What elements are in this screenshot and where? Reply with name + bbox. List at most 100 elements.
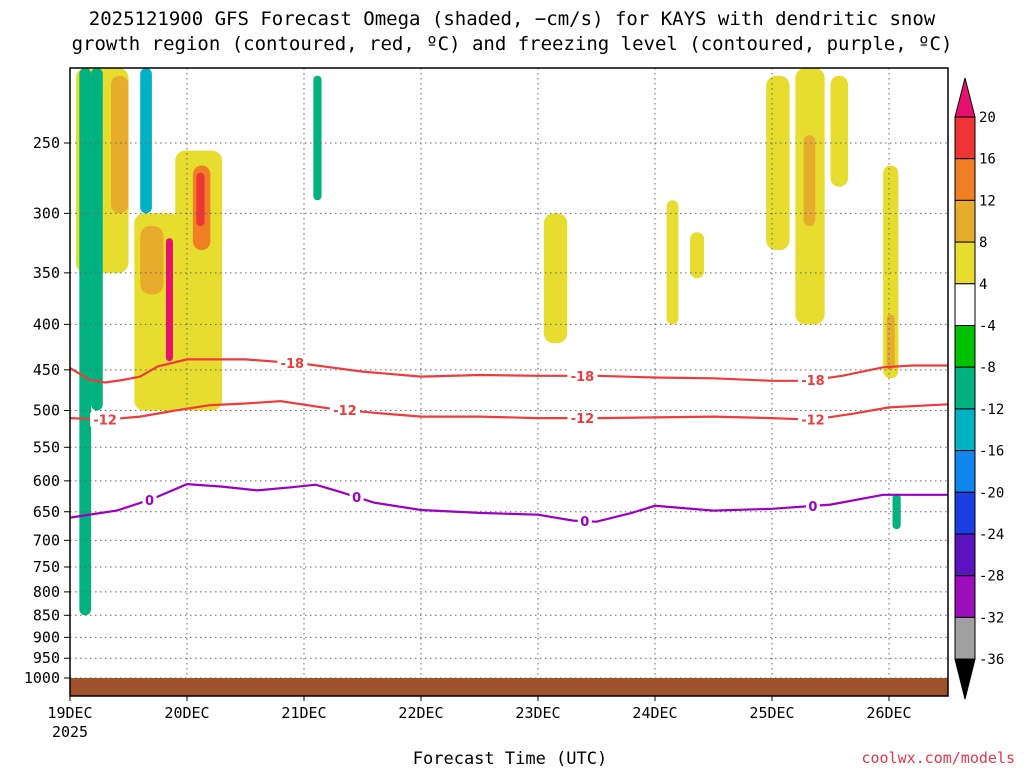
contour-label: 0 bbox=[808, 500, 817, 515]
colorbar-swatch bbox=[954, 491, 976, 535]
colorbar-swatch bbox=[954, 366, 976, 410]
shaded-regions bbox=[75, 68, 901, 616]
colorbar-label: 4 bbox=[979, 277, 987, 293]
colorbar-label: -28 bbox=[979, 569, 1004, 585]
contour-label: -12 bbox=[801, 414, 825, 429]
contour-label-bg bbox=[797, 372, 828, 387]
colorbar-swatch bbox=[954, 241, 976, 285]
contour-labels: -18 -18 -18 -12 -12 -12 -12 0 0 0 0 bbox=[90, 355, 828, 530]
omega-shade bbox=[803, 135, 816, 227]
x-tick-label: 23DEC bbox=[515, 704, 560, 722]
contour-label: 0 bbox=[145, 494, 154, 509]
x-tick-sublabel: 2025 bbox=[52, 723, 88, 741]
contour-label-bg bbox=[805, 498, 820, 513]
y-tick-label: 900 bbox=[33, 628, 60, 646]
omega-shade bbox=[830, 75, 849, 187]
contour-label: 0 bbox=[352, 491, 361, 506]
contour-label: -12 bbox=[571, 412, 595, 427]
colorbar-label: -32 bbox=[979, 610, 1004, 626]
y-tick-label: 500 bbox=[33, 402, 60, 420]
omega-shade bbox=[91, 68, 103, 411]
colorbar-label: -36 bbox=[979, 652, 1004, 668]
omega-shade bbox=[196, 172, 205, 227]
colorbar-label: -16 bbox=[979, 444, 1004, 460]
contour-label: -12 bbox=[333, 404, 357, 419]
colorbar-label: -4 bbox=[979, 319, 996, 335]
y-tick-label: 650 bbox=[33, 503, 60, 521]
colorbar-label: -24 bbox=[979, 527, 1004, 543]
omega-shade bbox=[110, 75, 129, 214]
grid bbox=[70, 68, 948, 696]
contour-label: -18 bbox=[801, 374, 825, 389]
colorbar-swatch bbox=[954, 408, 976, 452]
omega-shade bbox=[886, 314, 895, 370]
omega-shade bbox=[165, 238, 173, 362]
colorbar-label: 20 bbox=[979, 110, 996, 126]
x-tick-label: 22DEC bbox=[398, 704, 443, 722]
omega-shade bbox=[543, 213, 568, 344]
colorbar-label: -20 bbox=[979, 485, 1004, 501]
contour-label: 0 bbox=[580, 515, 589, 530]
colorbar-label: -8 bbox=[979, 360, 996, 376]
colorbar-swatch bbox=[954, 158, 976, 201]
y-tick-label: 350 bbox=[33, 264, 60, 282]
colorbar-swatch bbox=[954, 199, 976, 243]
contour-label-bg bbox=[142, 492, 157, 507]
y-tick-label: 1000 bbox=[24, 669, 60, 687]
terrain-ground bbox=[70, 678, 948, 696]
colorbar: 20 16 12 8 4 -4 -8 -12 -16 -20 -24 -28 -32 -36 bbox=[954, 77, 1004, 700]
contour-label: -18 bbox=[571, 370, 595, 385]
y-tick-label: 250 bbox=[33, 134, 60, 152]
omega-shade bbox=[666, 200, 679, 325]
colorbar-swatch bbox=[954, 325, 976, 368]
omega-shade bbox=[140, 226, 164, 295]
colorbar-swatch bbox=[954, 283, 976, 326]
contour-label-bg bbox=[567, 411, 598, 426]
colorbar-label: 12 bbox=[979, 193, 996, 209]
colorbar-swatch bbox=[954, 450, 976, 493]
colorbar-swatch bbox=[954, 116, 976, 160]
y-axis: 250 300 350 400 450 500 550 600 650 700 750 800 850 9… bbox=[24, 134, 70, 687]
contour-label-bg bbox=[329, 402, 360, 417]
y-tick-label: 800 bbox=[33, 583, 60, 601]
colorbar-swatch bbox=[954, 616, 976, 660]
credit-link[interactable]: coolwx.com/models bbox=[861, 749, 1015, 767]
plot-frame bbox=[69, 67, 949, 697]
omega-shade bbox=[79, 68, 92, 616]
contour-label-bg bbox=[577, 514, 592, 529]
colorbar-swatch bbox=[954, 533, 976, 577]
colorbar-label: 8 bbox=[979, 235, 987, 251]
colorbar-label: 16 bbox=[979, 152, 996, 168]
contour-label-bg bbox=[277, 355, 308, 370]
colorbar-top-arrow bbox=[954, 77, 976, 118]
y-tick-label: 550 bbox=[33, 438, 60, 456]
y-tick-label: 600 bbox=[33, 472, 60, 490]
y-tick-label: 300 bbox=[33, 204, 60, 222]
contour-line bbox=[69, 482, 948, 523]
y-tick-label: 400 bbox=[33, 315, 60, 333]
y-tick-label: 750 bbox=[33, 558, 60, 576]
colorbar-label: -12 bbox=[979, 402, 1004, 418]
omega-shade bbox=[766, 75, 790, 251]
colorbar-bottom-arrow bbox=[954, 658, 976, 700]
contour-label: -12 bbox=[93, 414, 117, 429]
contour-label-bg bbox=[349, 490, 364, 505]
x-tick-label: 19DEC bbox=[47, 704, 92, 722]
x-tick-label: 24DEC bbox=[632, 704, 677, 722]
x-tick-label: 21DEC bbox=[281, 704, 326, 722]
contour-label: -18 bbox=[281, 357, 305, 372]
contour-label-bg bbox=[567, 368, 598, 383]
omega-shade bbox=[140, 68, 152, 214]
colorbar-swatch bbox=[954, 575, 976, 618]
x-tick-label: 25DEC bbox=[749, 704, 794, 722]
y-tick-label: 450 bbox=[33, 361, 60, 379]
x-tick-label: 26DEC bbox=[866, 704, 911, 722]
y-tick-label: 950 bbox=[33, 649, 60, 667]
y-tick-label: 850 bbox=[33, 606, 60, 624]
x-axis-title: Forecast Time (UTC) bbox=[413, 749, 607, 768]
contour-label-bg bbox=[797, 412, 828, 427]
x-tick-label: 20DEC bbox=[164, 704, 209, 722]
omega-shade bbox=[690, 232, 705, 279]
